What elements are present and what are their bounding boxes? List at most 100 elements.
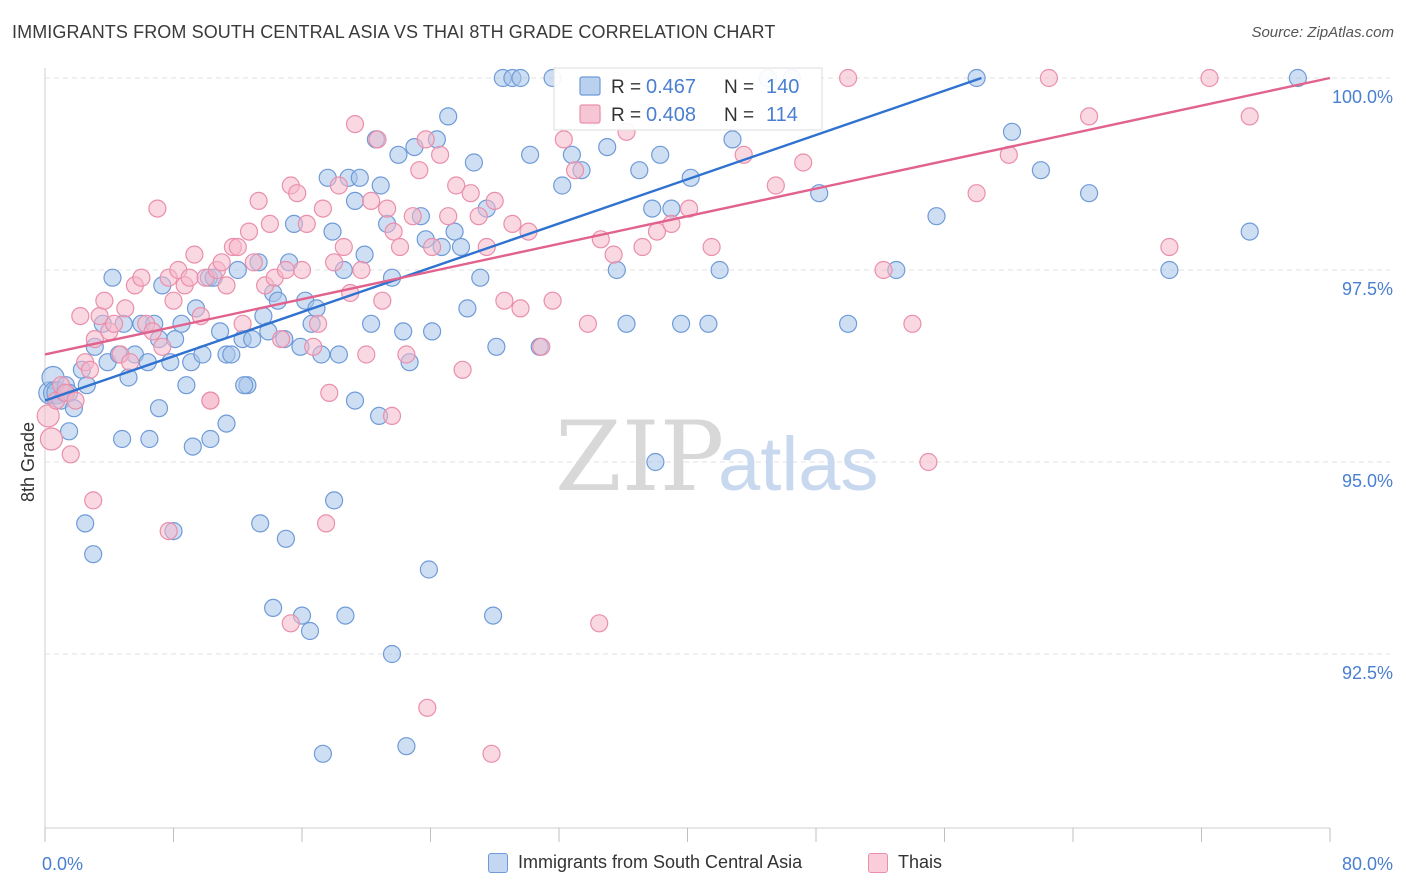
watermark-zip: ZIP (555, 401, 724, 513)
point-thais (554, 130, 573, 149)
legend-item-immigrants[interactable]: Immigrants from South Central Asia (488, 852, 802, 873)
point-immigrants (646, 452, 665, 472)
point-thais (201, 391, 220, 410)
point-immigrants (183, 437, 202, 456)
point-immigrants (235, 376, 254, 395)
point-thais (71, 307, 90, 326)
point-immigrants (76, 514, 95, 533)
point-immigrants (228, 260, 247, 280)
point-immigrants (607, 260, 626, 280)
legend-swatch (579, 76, 601, 96)
point-immigrants (838, 314, 858, 333)
legend-item-thais[interactable]: Thais (868, 852, 942, 873)
legend-swatch (579, 104, 601, 124)
point-thais (61, 445, 80, 464)
point-immigrants (553, 176, 572, 195)
point-thais (511, 299, 530, 318)
legend-r-label: R = (611, 77, 641, 98)
point-thais (578, 314, 598, 333)
legend-label-immigrants: Immigrants from South Central Asia (518, 852, 803, 872)
watermark-atlas: atlas (718, 422, 879, 507)
point-thais (1039, 68, 1059, 88)
y-axis-label: 8th Grade (18, 422, 38, 502)
point-thais (390, 237, 410, 257)
point-thais (485, 191, 504, 210)
point-immigrants (201, 429, 220, 449)
point-thais (260, 214, 279, 233)
point-immigrants (345, 391, 365, 410)
point-thais (39, 427, 64, 451)
point-thais (180, 268, 199, 287)
legend-r-value: 0.408 (646, 104, 696, 126)
point-thais (495, 291, 514, 310)
point-thais (410, 161, 429, 180)
point-immigrants (355, 245, 374, 264)
y-tick-label: 100.0% (1332, 87, 1393, 107)
point-thais (80, 360, 100, 379)
point-immigrants (967, 68, 986, 88)
point-thais (1079, 107, 1099, 126)
point-immigrants (451, 237, 471, 257)
point-thais (1160, 237, 1179, 257)
legend-swatch-blue (488, 852, 508, 873)
point-thais (447, 176, 466, 195)
point-thais (368, 130, 387, 149)
point-thais (84, 491, 103, 510)
point-thais (416, 130, 435, 149)
point-thais (423, 237, 442, 257)
point-thais (838, 68, 858, 88)
point-thais (357, 345, 376, 364)
point-immigrants (243, 330, 262, 349)
point-thais (334, 237, 353, 257)
point-immigrants (1079, 184, 1099, 203)
point-immigrants (1160, 260, 1179, 280)
point-immigrants (300, 621, 320, 641)
point-thais (320, 383, 339, 402)
point-immigrants (471, 268, 490, 287)
point-thais (164, 291, 183, 310)
point-thais (967, 184, 986, 203)
point-immigrants (325, 491, 344, 510)
point-immigrants (511, 68, 530, 88)
point-thais (532, 337, 551, 356)
point-immigrants (59, 422, 79, 441)
point-immigrants (419, 560, 438, 579)
point-immigrants (617, 314, 636, 333)
point-immigrants (112, 429, 132, 449)
point-immigrants (464, 153, 483, 172)
point-immigrants (699, 314, 718, 333)
point-thais (185, 245, 204, 264)
grid-lines (45, 77, 1390, 655)
point-thais (304, 337, 323, 356)
point-immigrants (1031, 161, 1051, 180)
point-thais (482, 744, 501, 763)
legend-n-value: 114 (766, 104, 798, 126)
point-immigrants (276, 529, 295, 548)
point-immigrants (651, 145, 670, 164)
legend-r-value: 0.467 (646, 76, 696, 98)
point-thais (461, 184, 480, 203)
point-thais (329, 176, 348, 195)
point-immigrants (458, 299, 477, 318)
point-thais (469, 207, 488, 226)
point-immigrants (350, 168, 369, 187)
correlation-legend: R = 0.467 N = 140 R = 0.408 N = 114 (553, 67, 823, 131)
point-immigrants (177, 376, 196, 395)
y-tick-label: 92.5% (1342, 663, 1393, 683)
point-thais (228, 237, 247, 257)
point-immigrants (927, 207, 946, 226)
chart-title: IMMIGRANTS FROM SOUTH CENTRAL ASIA VS TH… (12, 22, 776, 42)
legend-swatch-pink (868, 852, 888, 873)
trend-line-thais (44, 76, 1331, 356)
point-thais (313, 199, 332, 218)
point-immigrants (362, 314, 381, 333)
point-thais (403, 207, 422, 226)
point-thais (345, 114, 365, 134)
point-thais (362, 191, 381, 210)
point-thais (453, 360, 472, 379)
point-thais (503, 214, 522, 233)
point-immigrants (643, 199, 662, 218)
trend-line-immigrants (44, 76, 982, 402)
x-tick-label: 80.0% (1342, 854, 1393, 874)
